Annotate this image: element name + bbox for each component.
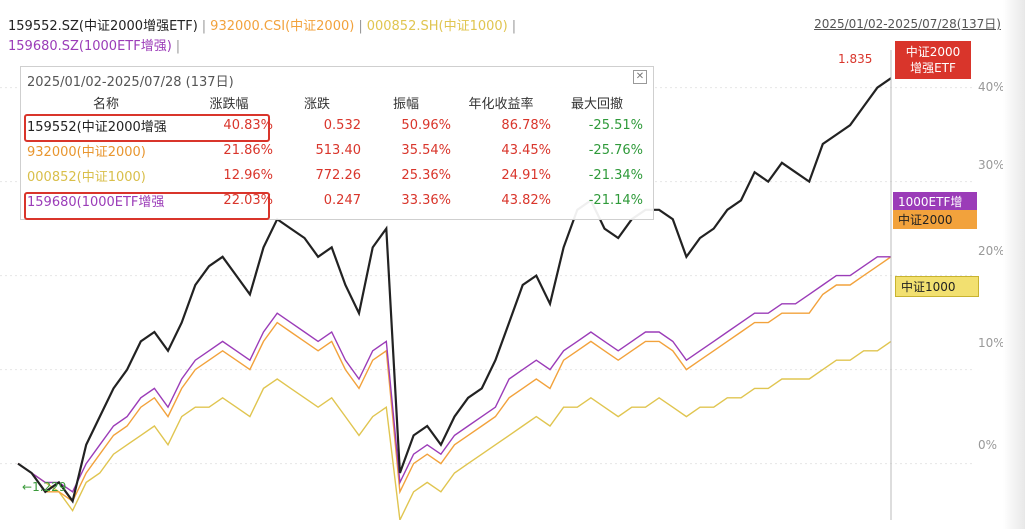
badge-label: 中证2000 增强ETF [905, 45, 961, 75]
y-tick-label: 10% [978, 336, 1005, 350]
legend-separator: | [358, 19, 363, 34]
highlight-box [24, 192, 270, 220]
series-line-3 [17, 256, 891, 493]
annualized-cell: 86.78% [501, 118, 551, 133]
legend-item-159552[interactable]: 159552.SZ(中证2000增强ETF) [8, 19, 198, 34]
annualized-cell: 43.82% [501, 193, 551, 208]
interval-stats-panel: 2025/01/02-2025/07/28 (137日) ✕ 名称 涨跌幅 涨跌… [20, 66, 654, 220]
legend-separator: | [201, 19, 207, 34]
security-name: 000852(中证1000) [27, 170, 146, 185]
annualized-cell: 24.91% [501, 168, 551, 183]
line-chart [0, 50, 975, 520]
series-line-0 [17, 77, 892, 504]
panel-title: 2025/01/02-2025/07/28 (137日) [27, 75, 234, 90]
max-drawdown-cell: -21.34% [588, 168, 643, 183]
series-end-badge-csi1000: 中证1000 [895, 276, 979, 297]
table-row[interactable]: 159552(中证2000增强 40.83% 0.532 50.96% 86.7… [23, 113, 643, 138]
legend-row-2: 159680.SZ(1000ETF增强) | [8, 35, 184, 54]
security-name: 159552(中证2000增强 [27, 120, 167, 135]
close-icon[interactable]: ✕ [633, 70, 647, 84]
trough-value: 1.229 [32, 480, 67, 494]
table-row[interactable]: 932000(中证2000) 21.86% 513.40 35.54% 43.4… [23, 138, 643, 163]
stats-table: 名称 涨跌幅 涨跌 振幅 年化收益率 最大回撤 159552(中证2000增强 … [23, 91, 643, 213]
scroll-edge [1003, 0, 1025, 529]
change-cell: 0.247 [323, 193, 361, 208]
change-pct-cell: 22.03% [223, 193, 273, 208]
legend-row-1: 159552.SZ(中证2000增强ETF) | 932000.CSI(中证2000… [8, 15, 520, 34]
amplitude-cell: 50.96% [401, 118, 451, 133]
series-line-2 [17, 340, 892, 520]
legend-item-000852[interactable]: 000852.SH(中证1000) [366, 19, 508, 34]
legend-item-159680[interactable]: 159680.SZ(1000ETF增强) [8, 39, 172, 54]
change-pct-cell: 40.83% [223, 118, 273, 133]
series-lines [17, 77, 892, 520]
table-row[interactable]: 000852(中证1000) 12.96% 772.26 25.36% 24.9… [23, 163, 643, 188]
column-header[interactable]: 振幅 [392, 96, 419, 112]
column-header[interactable]: 名称 [92, 96, 119, 112]
series-line-1 [17, 256, 892, 503]
series-end-badge-csi2000: 中证2000 [893, 210, 977, 229]
series-end-badge-1000etf: 1000ETF增 [893, 192, 977, 211]
legend-separator: | [175, 39, 181, 54]
y-tick-label: 0% [978, 438, 998, 452]
change-pct-cell: 12.96% [223, 168, 273, 183]
amplitude-cell: 33.36% [401, 193, 451, 208]
security-name: 932000(中证2000) [27, 145, 146, 160]
column-header[interactable]: 涨跌幅 [209, 96, 249, 112]
security-name: 159680(1000ETF增强 [27, 195, 165, 210]
change-cell: 513.40 [315, 143, 362, 158]
change-pct-cell: 21.86% [223, 143, 273, 158]
table-row[interactable]: 159680(1000ETF增强 22.03% 0.247 33.36% 43.… [23, 188, 643, 213]
change-cell: 772.26 [315, 168, 362, 183]
series-end-badge-csi2000etf: 中证2000 增强ETF [895, 41, 971, 79]
column-header[interactable]: 年化收益率 [468, 96, 534, 112]
max-drawdown-cell: -21.14% [588, 193, 643, 208]
column-header[interactable]: 最大回撤 [570, 96, 623, 112]
table-header-row: 名称 涨跌幅 涨跌 振幅 年化收益率 最大回撤 [23, 91, 643, 113]
trough-value-label: ←1.229 [22, 480, 67, 494]
amplitude-cell: 35.54% [401, 143, 451, 158]
annualized-cell: 43.45% [501, 143, 551, 158]
max-drawdown-cell: -25.76% [588, 143, 643, 158]
change-cell: 0.532 [323, 118, 361, 133]
date-range-link[interactable]: 2025/01/02-2025/07/28(137日) [814, 17, 1001, 31]
max-drawdown-cell: -25.51% [588, 118, 643, 133]
column-header[interactable]: 涨跌 [303, 96, 330, 112]
legend-item-932000[interactable]: 932000.CSI(中证2000) [210, 19, 355, 34]
y-tick-label: 30% [978, 158, 1005, 172]
amplitude-cell: 25.36% [401, 168, 451, 183]
legend-separator: | [511, 19, 517, 34]
peak-value-label: 1.835 [838, 52, 873, 66]
y-tick-label: 20% [978, 244, 1005, 258]
highlight-box [24, 114, 270, 142]
y-tick-label: 40% [978, 80, 1005, 94]
